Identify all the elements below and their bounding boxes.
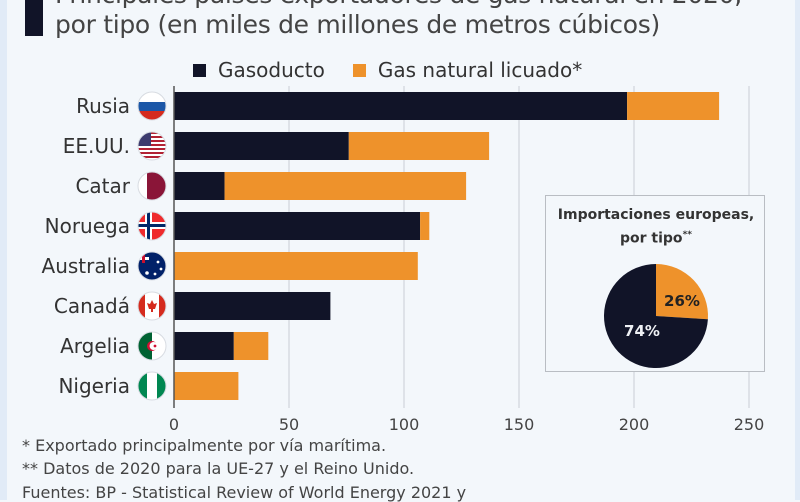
category-label: Argelia	[60, 334, 130, 358]
right-border-strip	[795, 0, 800, 500]
category-label: EE.UU.	[63, 134, 130, 158]
bar-pipeline	[174, 92, 628, 120]
norway-flag-icon	[137, 211, 167, 241]
flag-outline	[137, 331, 167, 361]
chart-title-line-1: Principales países exportadores de gas n…	[55, 0, 742, 9]
legend: Gasoducto Gas natural licuado*	[193, 58, 610, 82]
pie-title: Importaciones europeas, por tipo**	[546, 205, 766, 249]
russia-flag-icon	[137, 91, 167, 121]
category-label: Noruega	[45, 214, 130, 238]
australia-flag-icon	[137, 251, 167, 281]
x-tick-label: 100	[389, 415, 420, 434]
legend-label-pipeline: Gasoducto	[218, 58, 325, 82]
chart-title-line-2: por tipo (en miles de millones de metros…	[55, 10, 660, 39]
x-tick-label: 0	[169, 415, 179, 434]
bar-lng	[174, 252, 418, 280]
x-tick-label: 50	[279, 415, 299, 434]
legend-swatch-lng	[352, 63, 366, 77]
bar-pipeline	[174, 332, 234, 360]
x-tick-label: 200	[619, 415, 650, 434]
footnote-1: * Exportado principalmente por vía marít…	[22, 436, 387, 455]
legend-item-lng: Gas natural licuado*	[352, 58, 583, 82]
flag-outline	[137, 371, 167, 401]
pie-title-line-2-text: por tipo	[620, 230, 683, 247]
pie-title-line-1: Importaciones europeas,	[557, 207, 755, 223]
title-accent-bar	[25, 0, 43, 36]
bar-lng	[233, 332, 269, 360]
category-label: Australia	[42, 254, 130, 278]
nigeria-flag-icon	[137, 371, 167, 401]
bar-pipeline	[174, 132, 349, 160]
legend-label-lng: Gas natural licuado*	[377, 58, 583, 82]
flag-outline	[137, 91, 167, 121]
flag-outline	[137, 291, 167, 321]
source-note: Fuentes: BP - Statistical Review of Worl…	[22, 483, 467, 502]
pie-title-mark: **	[682, 230, 692, 240]
usa-flag-icon	[137, 131, 167, 161]
bar-lng	[224, 172, 467, 200]
category-label: Catar	[75, 174, 130, 198]
x-tick-label: 250	[734, 415, 765, 434]
bar-lng	[627, 92, 720, 120]
legend-item-pipeline: Gasoducto	[193, 58, 325, 82]
qatar-flag-icon	[137, 171, 167, 201]
flag-outline	[137, 251, 167, 281]
bar-lng	[174, 372, 239, 400]
pie-inset-box: Importaciones europeas, por tipo**	[545, 195, 765, 372]
flag-outline	[137, 211, 167, 241]
flag-outline	[137, 131, 167, 161]
algeria-flag-icon	[137, 331, 167, 361]
bar-lng	[348, 132, 490, 160]
bar-lng	[420, 212, 430, 240]
left-border-strip	[0, 0, 7, 500]
pie-title-line-2: por tipo**	[546, 225, 766, 249]
x-tick-label: 150	[504, 415, 535, 434]
bar-pipeline	[174, 292, 331, 320]
canada-flag-icon	[137, 291, 167, 321]
legend-swatch-pipeline	[193, 63, 206, 77]
bar-pipeline	[174, 212, 421, 240]
category-label: Rusia	[76, 94, 130, 118]
bar-pipeline	[174, 172, 225, 200]
flag-outline	[137, 171, 167, 201]
category-label: Nigeria	[58, 374, 130, 398]
category-label: Canadá	[54, 294, 130, 318]
footnote-2: ** Datos de 2020 para la UE-27 y el Rein…	[22, 459, 415, 478]
